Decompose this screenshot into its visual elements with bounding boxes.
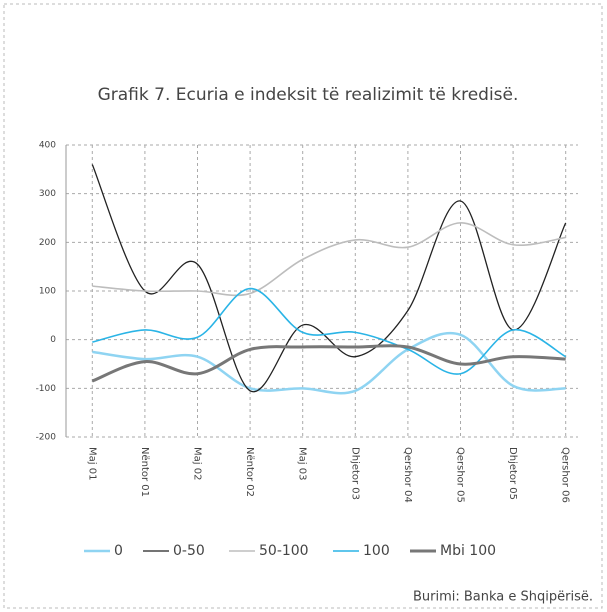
x-tick-label: Qershor 06: [560, 447, 571, 503]
legend-label: 100: [363, 543, 390, 559]
x-tick-label: Qershor 05: [455, 447, 466, 503]
source: Burimi: Banka e Shqipërisë.: [413, 590, 593, 605]
x-tick-label: Nëntor 02: [244, 447, 255, 497]
chart-title: Grafik 7. Ecuria e indeksit të realizimi…: [98, 85, 519, 105]
x-tick-label: Qershor 04: [402, 447, 413, 503]
y-tick-label: 300: [39, 189, 56, 199]
legend-label: 0: [114, 543, 123, 559]
line-series: [92, 287, 567, 375]
legend-label: 0-50: [173, 543, 205, 559]
y-tick-label: -200: [36, 433, 57, 443]
y-tick-label: 0: [50, 335, 56, 345]
line-series: [91, 164, 567, 393]
legend-label: 50-100: [259, 543, 309, 559]
legend-label: Mbi 100: [440, 543, 496, 559]
line-series: [92, 331, 566, 395]
frame: [3, 3, 603, 609]
x-tick-label: Maj 03: [297, 447, 308, 480]
x-tick-label: Nëntor 01: [139, 447, 150, 497]
y-tick-label: 200: [39, 238, 56, 248]
line-series: [91, 344, 566, 383]
x-tick-label: Maj 02: [192, 447, 203, 480]
x-tick-label: Dhjetor 05: [507, 447, 518, 500]
y-tick-label: -100: [36, 384, 57, 394]
y-tick-label: 400: [39, 141, 56, 151]
line-series: [92, 222, 566, 297]
y-tick-label: 100: [39, 287, 56, 297]
x-tick-label: Maj 01: [86, 447, 97, 480]
x-tick-label: Dhjetor 03: [349, 447, 360, 500]
